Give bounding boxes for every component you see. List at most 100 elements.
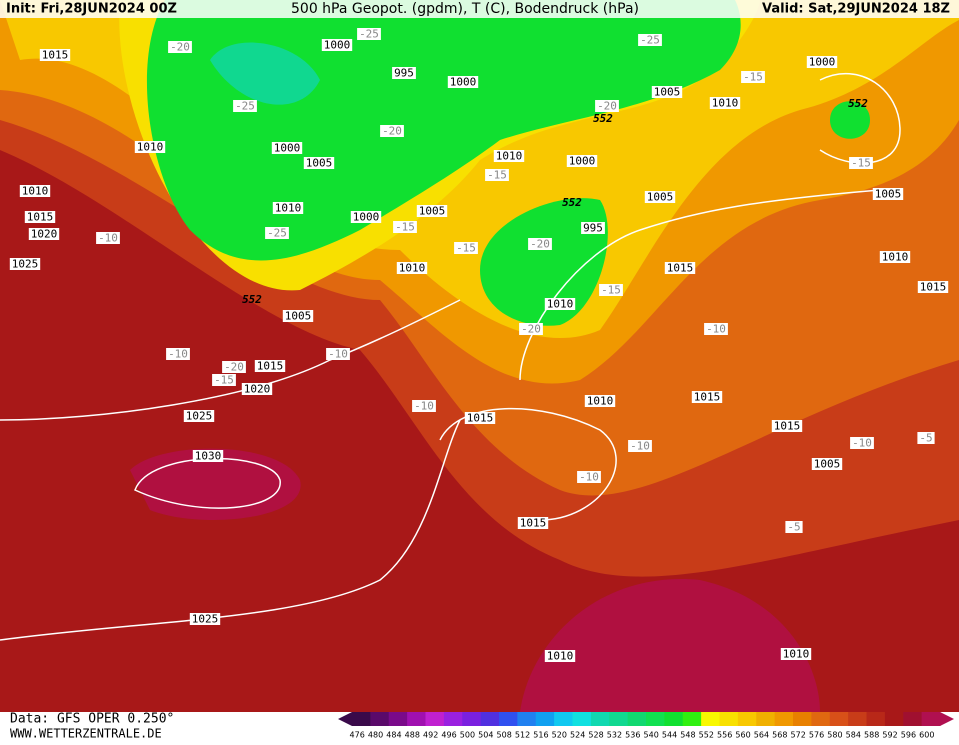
isobar-label: 1010 [275,202,302,215]
isobar-label: 1005 [306,157,333,170]
isobar-label-box [416,205,448,217]
temperature-label-box [741,71,765,83]
temperature-label: -25 [235,100,255,113]
temperature-label-box [704,323,728,335]
isobar-label-box [350,211,382,223]
colorbar-swatch [756,712,776,726]
isobar-label-box [691,391,723,403]
temperature-label-box [595,100,619,112]
temperature-label: -10 [414,400,434,413]
valid-text: Valid: Sat,29JUN2024 18Z [762,2,950,17]
temperature-label: -20 [521,323,541,336]
isobar-label: 1015 [257,360,284,373]
colorbar-swatch [572,712,592,726]
colorbar-swatch [774,712,794,726]
temperature-label-box [917,432,935,444]
isobar-label-box [544,298,576,310]
colorbar-swatch [646,712,665,726]
isobar-label: 1015 [774,420,801,433]
temperature-label: -15 [487,169,507,182]
isobar-label-box [664,262,696,274]
isobar-label: 1015 [694,391,721,404]
colorbar-swatch [903,712,923,726]
colorbar-arrow-right [940,712,954,726]
isobar-label: 1010 [882,251,909,264]
isobar-label: 1015 [920,281,947,294]
isobar-label-box [517,517,549,529]
temperature-label: -10 [168,348,188,361]
colorbar-swatch [370,712,390,726]
isobar-label: 1010 [712,97,739,110]
isobar-label: 1000 [324,39,351,52]
temperature-label-box [454,242,478,254]
temperature-label-box [166,348,190,360]
colorbar-swatch [462,712,482,726]
isobar-label: 1020 [244,383,271,396]
colorbar-label: 600 [919,731,934,740]
geopotential-label: 552 [562,196,582,209]
colorbar-swatch [627,712,647,726]
colorbar-arrow-left [338,712,352,726]
temperature-label: -20 [170,41,190,54]
temperature-label: -25 [640,34,660,47]
temperature-label: -20 [382,125,402,138]
isobar-label-box [134,141,166,153]
isobar-label-box [396,262,428,274]
colorbar-label: 552 [699,731,714,740]
isobar-label: 995 [394,67,414,80]
colorbar-swatch [848,712,867,726]
isobar-label-box [192,450,224,462]
colorbar-label: 532 [607,731,622,740]
isobar-label: 1005 [647,191,674,204]
colorbar-swatch [517,712,537,726]
isobar-label-box [917,281,949,293]
geopotential-label: 552 [848,97,868,110]
isobar-label-box [584,395,616,407]
isobar-label-box [272,202,304,214]
colorbar-swatch [535,712,555,726]
isobar-label: 1030 [195,450,222,463]
isobar-label: 1010 [547,650,574,663]
temperature-label-box [599,284,623,296]
isobar-label-box [811,458,843,470]
isobar-label-box [392,67,416,79]
isobar-label: 1000 [450,76,477,89]
colorbar-swatch [407,712,426,726]
isobar-label: 1005 [419,205,446,218]
isobar-label: 1015 [467,412,494,425]
isobar-label-box [780,648,812,660]
colorbar-label: 596 [901,731,916,740]
isobar-label-box [464,412,496,424]
colorbar-label: 588 [864,731,879,740]
isobar-label: 1025 [12,258,39,271]
colorbar-swatch [884,712,904,726]
colorbar-label: 572 [791,731,806,740]
isobar-label: 1015 [27,211,54,224]
colorbar-label: 536 [625,731,640,740]
temperature-label-box [96,232,120,244]
temperature-label-box [357,28,381,40]
colorbar-label: 564 [754,731,769,740]
temperature-label-box [233,100,257,112]
temperature-label: -10 [852,437,872,450]
temperature-label-box [393,221,417,233]
height-fields [0,0,959,712]
temperature-label: -10 [579,471,599,484]
temperature-label: -20 [224,361,244,374]
isobar-label-box [254,360,286,372]
colorbar-swatch [921,712,941,726]
colorbar-label: 484 [386,731,401,740]
temperature-label: -10 [706,323,726,336]
colorbar-label: 580 [827,731,842,740]
colorbar-label: 512 [515,731,530,740]
isobar-label-box [651,86,683,98]
temperature-label-box [485,169,509,181]
temperature-label-box [265,227,289,239]
temperature-label: -15 [743,71,763,84]
isobar-label: 1000 [274,142,301,155]
isobar-label-box [872,188,904,200]
isobar-label: 1010 [783,648,810,661]
colorbar-label: 568 [772,731,787,740]
